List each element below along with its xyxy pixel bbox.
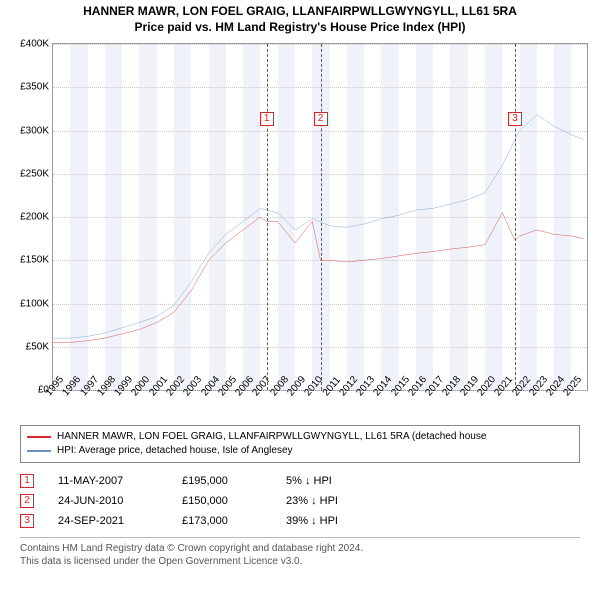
footnote-line-1: Contains HM Land Registry data © Crown c… [20, 542, 580, 555]
sales-row-2: 2 24-JUN-2010 £150,000 23% ↓ HPI [20, 491, 580, 511]
footnote: Contains HM Land Registry data © Crown c… [20, 537, 580, 568]
ytick-label: £200K [20, 212, 53, 223]
sale-marker-2: 2 [20, 494, 34, 508]
sale-diff-2: 23% ↓ HPI [286, 495, 386, 507]
title-line-1: HANNER MAWR, LON FOEL GRAIG, LLANFAIRPWL… [0, 4, 600, 20]
title-block: HANNER MAWR, LON FOEL GRAIG, LLANFAIRPWL… [0, 0, 600, 37]
ytick-label: £350K [20, 82, 53, 93]
page-container: HANNER MAWR, LON FOEL GRAIG, LLANFAIRPWL… [0, 0, 600, 590]
legend-swatch-subject [27, 436, 51, 438]
sales-table: 1 11-MAY-2007 £195,000 5% ↓ HPI 2 24-JUN… [20, 471, 580, 531]
title-line-2: Price paid vs. HM Land Registry's House … [0, 20, 600, 36]
footnote-line-2: This data is licensed under the Open Gov… [20, 555, 580, 568]
legend-row-hpi: HPI: Average price, detached house, Isle… [27, 444, 573, 458]
ytick-label: £250K [20, 168, 53, 179]
legend-swatch-hpi [27, 450, 51, 452]
sales-row-1: 1 11-MAY-2007 £195,000 5% ↓ HPI [20, 471, 580, 491]
sale-date-3: 24-SEP-2021 [58, 515, 158, 527]
legend-box: HANNER MAWR, LON FOEL GRAIG, LLANFAIRPWL… [20, 425, 580, 463]
sale-date-1: 11-MAY-2007 [58, 475, 158, 487]
sale-marker-3: 3 [20, 514, 34, 528]
sales-row-3: 3 24-SEP-2021 £173,000 39% ↓ HPI [20, 511, 580, 531]
legend-label-hpi: HPI: Average price, detached house, Isle… [57, 444, 293, 458]
ytick-label: £150K [20, 255, 53, 266]
sale-price-2: £150,000 [182, 495, 262, 507]
series-subject [53, 213, 584, 343]
plot-region: £0£50K£100K£150K£200K£250K£300K£350K£400… [52, 43, 588, 391]
sale-diff-1: 5% ↓ HPI [286, 475, 386, 487]
legend-label-subject: HANNER MAWR, LON FOEL GRAIG, LLANFAIRPWL… [57, 430, 486, 444]
series-svg [53, 44, 587, 390]
sale-marker-1: 1 [20, 474, 34, 488]
sale-price-3: £173,000 [182, 515, 262, 527]
chart-area: £0£50K£100K£150K£200K£250K£300K£350K£400… [8, 39, 592, 419]
series-hpi [53, 115, 584, 338]
sale-diff-3: 39% ↓ HPI [286, 515, 386, 527]
ytick-label: £400K [20, 39, 53, 50]
sale-price-1: £195,000 [182, 475, 262, 487]
sale-date-2: 24-JUN-2010 [58, 495, 158, 507]
ytick-label: £100K [20, 298, 53, 309]
ytick-label: £50K [26, 341, 53, 352]
legend-row-subject: HANNER MAWR, LON FOEL GRAIG, LLANFAIRPWL… [27, 430, 573, 444]
ytick-label: £300K [20, 125, 53, 136]
